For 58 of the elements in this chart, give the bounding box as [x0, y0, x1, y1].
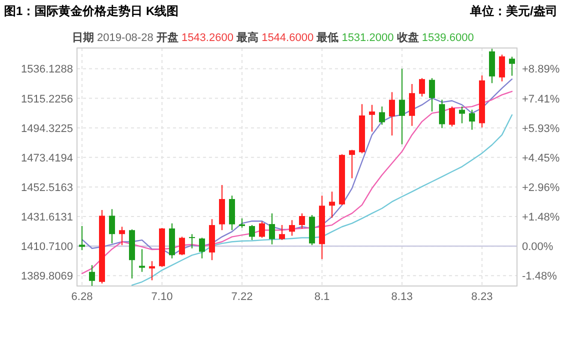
candlestick — [199, 237, 205, 259]
candlestick — [259, 221, 265, 238]
candlestick — [449, 106, 455, 127]
y-tick-label: 1389.8069 — [21, 270, 73, 283]
candlestick — [369, 104, 375, 132]
candlestick — [499, 54, 505, 82]
candlestick — [509, 56, 515, 76]
candlestick — [349, 149, 355, 179]
y-tick-label: 1536.1288 — [21, 64, 73, 76]
candlestick — [409, 84, 415, 126]
candlestick — [149, 260, 155, 281]
y2-tick-label: +5.93% — [522, 122, 560, 135]
candlestick — [119, 226, 125, 246]
candlestick — [399, 68, 405, 145]
y2-tick-label: +8.89% — [522, 64, 560, 76]
candlestick — [279, 224, 285, 241]
y2-tick-label: +1.48% — [522, 212, 560, 224]
y2-tick-label: -1.48% — [522, 270, 558, 283]
candlestick — [179, 236, 185, 256]
x-tick-label: 7.10 — [151, 291, 173, 303]
chart-title: 图1：国际黄金价格走势日 K线图 — [4, 4, 179, 18]
x-tick-label: 8.13 — [391, 291, 413, 303]
x-tick-label: 8.23 — [471, 291, 493, 303]
candlestick — [139, 248, 145, 272]
candlestick — [289, 220, 295, 236]
y2-tick-label: 0.00% — [522, 241, 554, 254]
candlestick — [249, 224, 255, 241]
y-tick-label: 1494.3225 — [21, 122, 73, 135]
y2-tick-label: +4.45% — [522, 152, 560, 164]
y-tick-label: 1515.2256 — [21, 93, 73, 106]
candlestick — [429, 78, 435, 112]
line-series — [131, 114, 513, 286]
candlestick — [459, 106, 465, 124]
x-tick-label: 8.1 — [314, 291, 330, 303]
candlestick — [89, 264, 95, 286]
line-series — [81, 78, 513, 256]
y-tick-label: 1410.7100 — [21, 241, 73, 254]
line-series — [81, 90, 513, 274]
candlestick — [109, 208, 115, 244]
y2-tick-label: +2.96% — [522, 182, 560, 194]
candlestick — [329, 191, 335, 218]
y-tick-label: 1431.6131 — [21, 212, 73, 224]
candlestick — [299, 212, 305, 229]
text: 日期 2019-08-28 开盘 1543.2600 最高 1544.6000 最低 1531.2000 收盘 1539.6000 — [72, 32, 474, 44]
candlestick — [189, 234, 195, 249]
candlestick — [419, 78, 425, 98]
candlestick — [379, 106, 385, 126]
y2-tick-label: +7.41% — [522, 93, 560, 106]
candlestick — [469, 109, 475, 130]
candlestick — [439, 99, 445, 129]
y-tick-label: 1473.4194 — [21, 152, 73, 164]
x-tick-label: 7.22 — [231, 291, 253, 303]
y-tick-label: 1452.5163 — [21, 182, 73, 194]
candlestick — [389, 92, 395, 136]
text: 单位：美元/盎司 — [469, 4, 558, 18]
candlestick — [269, 212, 275, 245]
candlestick — [79, 226, 85, 251]
x-tick-label: 6.28 — [71, 291, 93, 303]
